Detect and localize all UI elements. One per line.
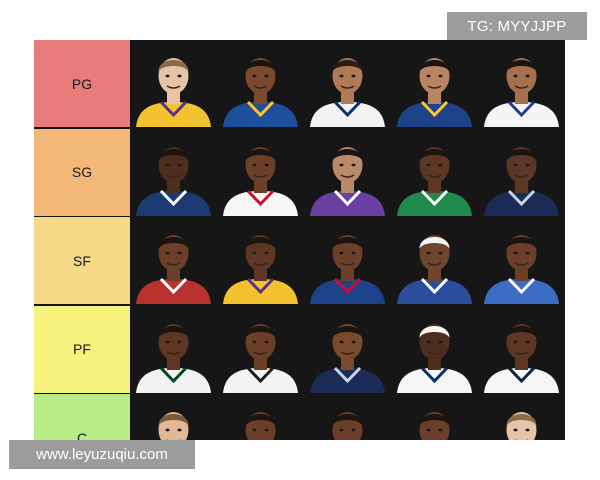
player-photo (217, 128, 304, 216)
tier-label: C (34, 394, 130, 440)
tier-players (130, 128, 565, 216)
player-photo (130, 217, 217, 304)
player-photo (217, 394, 304, 440)
tier-row-sg: SG (34, 128, 565, 216)
tier-players (130, 217, 565, 304)
player-photo (304, 217, 391, 304)
tier-label: SG (34, 128, 130, 216)
player-photo (391, 40, 478, 127)
tier-label: PG (34, 40, 130, 127)
tier-row-sf: SF (34, 217, 565, 304)
player-photo (130, 40, 217, 127)
tier-row-pg: PG (34, 40, 565, 127)
tier-row-c: C (34, 394, 565, 440)
player-photo (478, 305, 565, 393)
player-photo (304, 305, 391, 393)
player-photo (478, 217, 565, 304)
player-photo (478, 128, 565, 216)
player-photo (391, 394, 478, 440)
player-photo (130, 128, 217, 216)
player-photo (478, 40, 565, 127)
watermark-website: www.leyuzuqiu.com (9, 440, 195, 469)
player-photo (217, 217, 304, 304)
player-photo (304, 394, 391, 440)
tier-row-pf: PF (34, 305, 565, 393)
watermark-telegram: TG: MYYJJPP (447, 12, 587, 40)
player-photo (391, 305, 478, 393)
tier-board: PG SG SF PF C (34, 40, 565, 440)
player-photo (391, 217, 478, 304)
player-photo (217, 40, 304, 127)
player-photo (217, 305, 304, 393)
player-photo (130, 394, 217, 440)
tier-players (130, 305, 565, 393)
tier-players (130, 40, 565, 127)
player-photo (478, 394, 565, 440)
player-photo (304, 40, 391, 127)
tier-label: PF (34, 305, 130, 393)
player-photo (391, 128, 478, 216)
player-photo (130, 305, 217, 393)
tier-players (130, 394, 565, 440)
player-photo (304, 128, 391, 216)
tier-label: SF (34, 217, 130, 304)
